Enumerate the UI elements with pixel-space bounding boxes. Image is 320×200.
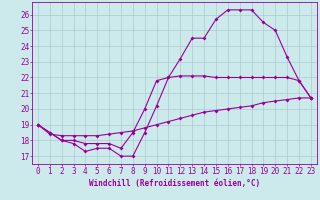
X-axis label: Windchill (Refroidissement éolien,°C): Windchill (Refroidissement éolien,°C)	[89, 179, 260, 188]
